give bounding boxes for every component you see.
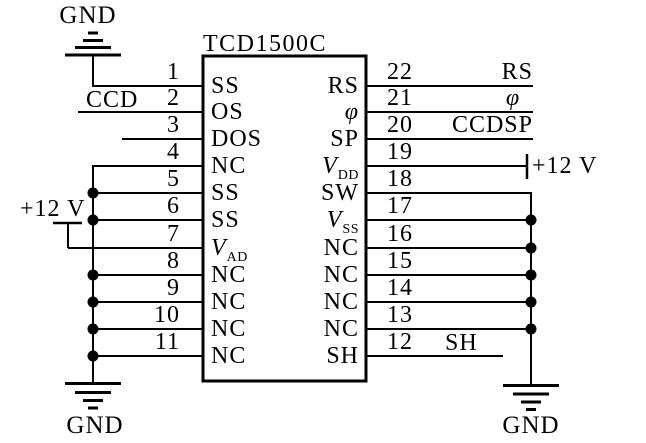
pin-number-5: 5 xyxy=(167,166,180,192)
plus12v-label-right: +12 V xyxy=(532,153,598,179)
pin-number-20: 20 xyxy=(387,112,413,138)
pin-number-6: 6 xyxy=(167,193,180,219)
pin-number-2: 2 xyxy=(167,85,180,111)
pin-label-ss-1: SS xyxy=(211,73,240,99)
plus12v-label-left: +12 V xyxy=(20,196,86,222)
pin-number-3: 3 xyxy=(167,112,180,138)
pin-label-sw: SW xyxy=(321,180,359,206)
wire-pin-18-and-right-rail xyxy=(366,192,532,385)
junction-dot xyxy=(525,214,537,226)
wire-pin-4-and-left-rail xyxy=(92,165,203,383)
gnd-label-top-left: GND xyxy=(59,2,117,29)
pin-number-9: 9 xyxy=(167,275,180,301)
junction-dot xyxy=(525,269,537,281)
junction-dot xyxy=(87,296,99,308)
pin-number-21: 21 xyxy=(387,85,413,111)
supply-terminal-left xyxy=(53,221,82,248)
pin-label-nc-13: NC xyxy=(323,316,359,342)
gnd-label-bottom-left: GND xyxy=(66,412,124,439)
pin-label-rs: RS xyxy=(327,73,359,99)
pin-label-sh-12: SH xyxy=(326,343,359,369)
chip-body xyxy=(201,54,368,383)
pin-label-nc-14: NC xyxy=(323,289,359,315)
junction-dot xyxy=(87,350,99,362)
phi-signal-label: φ xyxy=(505,85,521,111)
pin-label-nc-9: NC xyxy=(211,289,247,315)
pin-number-14: 14 xyxy=(387,275,413,301)
pin-label-nc-15: NC xyxy=(323,262,359,288)
gnd-label-bottom-right: GND xyxy=(502,412,560,439)
pin-number-7: 7 xyxy=(167,221,180,247)
pin-number-1: 1 xyxy=(167,59,180,85)
junction-dots-left xyxy=(87,187,99,362)
pin-label-vad: VAD xyxy=(211,235,248,265)
pin-label-ss-6: SS xyxy=(211,207,240,233)
rs-signal-label: RS xyxy=(501,59,533,85)
sh-signal-label: SH xyxy=(445,330,478,356)
pin-number-18: 18 xyxy=(387,166,413,192)
pin-number-19: 19 xyxy=(387,139,413,165)
junction-dot xyxy=(525,242,537,254)
pin-number-16: 16 xyxy=(387,221,413,247)
ground-symbol-bottom-right xyxy=(503,384,559,411)
pin-label-nc-11: NC xyxy=(211,343,247,369)
pin-number-11: 11 xyxy=(154,329,180,355)
junction-dot xyxy=(87,323,99,335)
pin-label-vss: VSS xyxy=(326,207,359,237)
ccdsp-signal-label: CCDSP xyxy=(451,112,533,138)
junction-dot xyxy=(525,296,537,308)
pin-number-10: 10 xyxy=(154,302,180,328)
pin-label-sp: SP xyxy=(330,126,359,152)
pin-label-nc-16: NC xyxy=(323,235,359,261)
pin-label-nc-10: NC xyxy=(211,316,247,342)
junction-dot xyxy=(87,187,99,199)
pin-number-22: 22 xyxy=(387,59,413,85)
junction-dots-right xyxy=(525,214,537,335)
pin-number-17: 17 xyxy=(387,193,413,219)
pin-label-vdd: VDD xyxy=(322,153,359,183)
pin-label-dos: DOS xyxy=(211,126,263,152)
pin-number-12: 12 xyxy=(387,329,413,355)
pin-label-phi: φ xyxy=(344,99,359,125)
wire-pin-1 xyxy=(92,56,203,87)
junction-dot xyxy=(87,269,99,281)
pin-label-ss-5: SS xyxy=(211,180,240,206)
pin-number-13: 13 xyxy=(387,302,413,328)
ccd-signal-label: CCD xyxy=(86,87,139,113)
ground-symbol-bottom-left xyxy=(65,382,121,410)
junction-dot xyxy=(525,323,537,335)
pin-number-15: 15 xyxy=(387,248,413,274)
pin-label-os: OS xyxy=(211,99,244,125)
pin-number-8: 8 xyxy=(167,248,180,274)
pin-label-nc-8: NC xyxy=(211,262,247,288)
chip-title: TCD1500C xyxy=(203,31,328,57)
pin-number-4: 4 xyxy=(167,139,180,165)
junction-dot xyxy=(87,214,99,226)
ground-symbol-top-left xyxy=(65,31,121,57)
pin-label-nc-4: NC xyxy=(211,153,247,179)
